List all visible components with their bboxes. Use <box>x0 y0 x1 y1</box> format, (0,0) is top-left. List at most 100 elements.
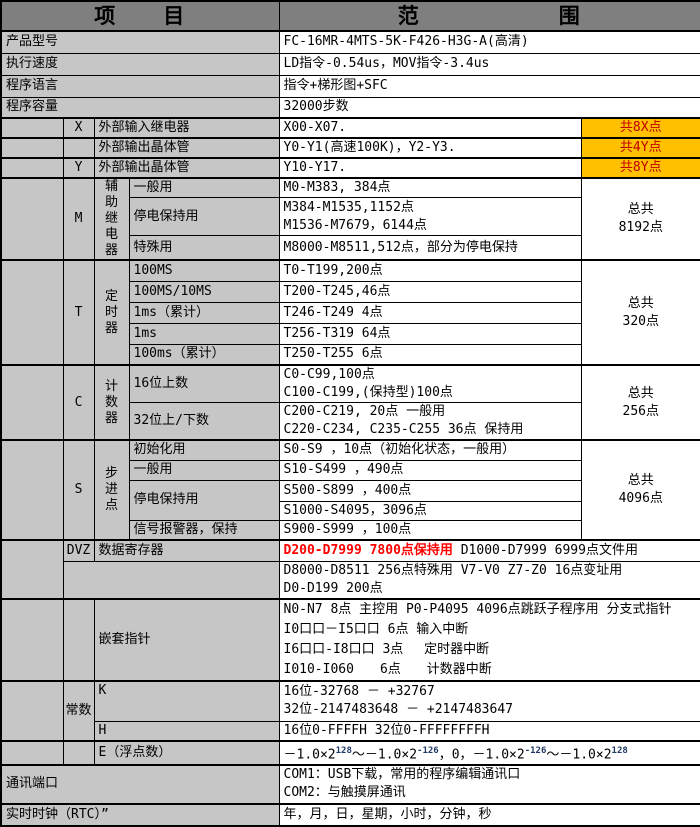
vertical-text: 辅助继电器 <box>105 179 118 259</box>
vertical-text: 定时器 <box>105 289 118 337</box>
vertical-text: 步进点 <box>105 466 118 514</box>
empty-cell <box>63 599 94 681</box>
device-group-label: 步进点 <box>94 440 129 540</box>
empty-cell <box>1 260 63 365</box>
value-line: C220-C234, C235-C255 36点 保持用 <box>284 421 577 439</box>
exponent: 128 <box>612 746 628 756</box>
empty-cell <box>1 599 63 681</box>
sub-row-value: S1000-S4095，3096点 <box>279 501 581 520</box>
total-points: 总共 256点 <box>581 365 700 440</box>
sub-row-label: 信号报警器，保持 <box>129 520 279 540</box>
data-register-value: D200-D7999 7800点保持用 D1000-D7999 6999点文件用 <box>279 540 700 562</box>
io-row-label: 外部输入继电器 <box>94 118 279 138</box>
sub-row-value: M384-M1535,1152点 M1536-M7679，6144点 <box>279 198 581 236</box>
device-letter-dvz: DVZ <box>63 540 94 562</box>
value-part: －1.0×2 <box>284 747 336 762</box>
sub-row-label: 停电保持用 <box>129 198 279 236</box>
sub-row-label: 停电保持用 <box>129 480 279 520</box>
total-line: 总共 <box>582 295 700 313</box>
sub-row-value: T256-T319 64点 <box>279 323 581 344</box>
empty-cell <box>63 562 279 600</box>
total-line: 总共 <box>582 472 700 490</box>
total-line: 总共 <box>582 385 700 403</box>
comm-port-value: COM1：USB下载，常用的程序编辑通讯口 COM2：与触摸屏通讯 <box>279 765 700 804</box>
empty-cell <box>1 440 63 540</box>
device-letter-blank <box>63 138 94 158</box>
total-points: 总共 4096点 <box>581 440 700 540</box>
sub-row-label: 一般用 <box>129 460 279 480</box>
io-row-value: X00-X07. <box>279 118 581 138</box>
total-line: 256点 <box>582 403 700 421</box>
sub-row-value: M0-M383, 384点 <box>279 178 581 198</box>
device-letter-s: S <box>63 440 94 540</box>
sub-row-value: T0-T199,200点 <box>279 260 581 281</box>
total-points: 总共 320点 <box>581 260 700 365</box>
device-letter-t: T <box>63 260 94 365</box>
row-value-product-model: FC-16MR-4MTS-5K-F426-H3G-A(高清) <box>279 31 700 53</box>
constant-h-value: 16位0-FFFFH 32位0-FFFFFFFFH <box>279 721 700 741</box>
value-line: D8000-D8511 256点特殊用 V7-V0 Z7-Z0 16点变址用 <box>284 562 697 580</box>
sub-row-label: 100MS <box>129 260 279 281</box>
sub-row-value: T200-T245,46点 <box>279 281 581 302</box>
nested-pointer-value: N0-N7 8点 主控用 P0-P4095 4096点跳跃子程序用 分支式指针 … <box>279 599 700 681</box>
row-label-float: E（浮点数） <box>94 741 279 765</box>
total-line: 320点 <box>582 313 700 331</box>
exponent: 128 <box>336 746 352 756</box>
row-label-exec-speed: 执行速度 <box>1 53 279 75</box>
empty-cell <box>1 365 63 440</box>
empty-cell <box>63 741 94 765</box>
value-line: M384-M1535,1152点 <box>284 199 577 217</box>
value-line: 32位-2147483648 － +2147483647 <box>284 701 697 719</box>
sub-row-value: S500-S899 ，400点 <box>279 480 581 501</box>
vertical-text: 计数器 <box>105 379 118 427</box>
total-points: 总共 8192点 <box>581 178 700 260</box>
device-group-label: 辅助继电器 <box>94 178 129 260</box>
exponent: -126 <box>525 746 547 756</box>
io-row-label: 外部输出晶体管 <box>94 138 279 158</box>
value-part: ～－1.0×2 <box>546 747 611 762</box>
sub-row-label: 1ms <box>129 323 279 344</box>
device-group-label: 定时器 <box>94 260 129 365</box>
row-label-program-capacity: 程序容量 <box>1 97 279 118</box>
io-row-value: Y10-Y17. <box>279 158 581 178</box>
row-value-program-language: 指令+梯形图+SFC <box>279 75 700 97</box>
sub-row-label: 特殊用 <box>129 236 279 260</box>
float-value: －1.0×2128～－1.0×2-126，0，－1.0×2-126～－1.0×2… <box>279 741 700 765</box>
sub-row-value: C0-C99,100点 C100-C199,(保持型)100点 <box>279 365 581 403</box>
empty-cell <box>1 540 63 600</box>
row-label-comm-port: 通讯端口 <box>1 765 279 804</box>
constant-k-label: K <box>94 681 279 721</box>
row-label-data-register: 数据寄存器 <box>94 540 279 562</box>
value-part: ～－1.0×2 <box>352 747 417 762</box>
value-line: COM2：与触摸屏通讯 <box>284 784 697 802</box>
sub-row-value: T246-T249 4点 <box>279 302 581 323</box>
value-line: I010-I060 6点 计数器中断 <box>284 660 697 680</box>
empty-cell <box>1 138 63 158</box>
rtc-value: 年，月，日，星期，小时，分钟，秒 <box>279 804 700 826</box>
io-total-points: 共8X点 <box>581 118 700 138</box>
row-value-program-capacity: 32000步数 <box>279 97 700 118</box>
data-register-extra: D8000-D8511 256点特殊用 V7-V0 Z7-Z0 16点变址用 D… <box>279 562 700 600</box>
value-part: ，0，－1.0×2 <box>439 747 525 762</box>
total-line: 总共 <box>582 201 700 219</box>
sub-row-value: S0-S9 ，10点（初始化状态，一般用） <box>279 440 581 460</box>
value-line: D0-D199 200点 <box>284 580 697 598</box>
value-part-red: D200-D7999 7800点保持用 <box>284 543 453 558</box>
value-line: N0-N7 8点 主控用 P0-P4095 4096点跳跃子程序用 分支式指针 <box>284 600 697 620</box>
sub-row-label: 100ms（累计） <box>129 344 279 365</box>
empty-cell <box>1 681 63 741</box>
io-row-label: 外部输出晶体管 <box>94 158 279 178</box>
sub-row-label: 100MS/10MS <box>129 281 279 302</box>
device-group-label: 计数器 <box>94 365 129 440</box>
empty-cell <box>1 741 63 765</box>
empty-cell <box>1 158 63 178</box>
sub-row-label: 一般用 <box>129 178 279 198</box>
value-line: C100-C199,(保持型)100点 <box>284 384 577 402</box>
device-letter-c: C <box>63 365 94 440</box>
empty-cell <box>1 178 63 260</box>
sub-row-value: M8000-M8511,512点，部分为停电保持 <box>279 236 581 260</box>
constant-k-value: 16位-32768 － +32767 32位-2147483648 － +214… <box>279 681 700 721</box>
value-part: D1000-D7999 6999点文件用 <box>453 543 638 558</box>
col-header-range: 范 围 <box>279 1 700 31</box>
